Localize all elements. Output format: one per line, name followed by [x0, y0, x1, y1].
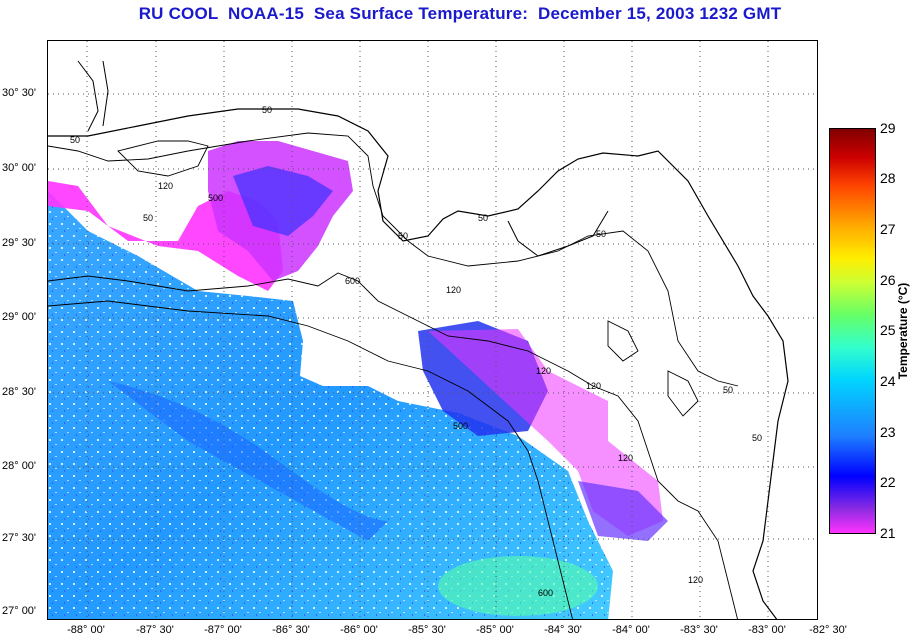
sst-cold-offshore-edge: [428, 329, 663, 536]
contour-label: 600: [345, 276, 360, 286]
contour-label: 120: [688, 575, 703, 585]
lat-label: 30° 00': [2, 162, 37, 174]
lat-label: 27° 00': [2, 605, 37, 617]
contour-label: 120: [618, 453, 633, 463]
lon-label: -87° 30': [136, 624, 174, 636]
sst-cold-bigbend-inner: [233, 166, 333, 236]
sst-warm-patch: [438, 556, 598, 616]
temperature-colorbar: [829, 128, 876, 534]
lat-label: 28° 30': [2, 386, 37, 398]
lat-label: 27° 30': [2, 532, 37, 544]
contour-label: 50: [143, 213, 153, 223]
contour-label: 50: [70, 135, 80, 145]
sst-blue-streak: [108, 381, 388, 541]
colorbar-tick: 25: [880, 322, 896, 338]
lon-label: -83° 30': [680, 624, 718, 636]
lon-label: -85° 30': [408, 624, 446, 636]
sst-speckle: [48, 191, 613, 619]
contour-label: 50: [596, 229, 606, 239]
lon-label: -86° 00': [340, 624, 378, 636]
colorbar-tick: 24: [880, 373, 896, 389]
coastline: [48, 108, 789, 619]
lat-label: 29° 30': [2, 237, 37, 249]
lat-label: 30° 30': [2, 87, 37, 99]
contour-label: 500: [453, 421, 468, 431]
lon-label: -88° 00': [67, 624, 105, 636]
lat-label: 28° 00': [2, 460, 37, 472]
colorbar-tick: 27: [880, 221, 896, 237]
contour-label: 50: [478, 213, 488, 223]
contour-label: 120: [446, 285, 461, 295]
contour-label: 50: [262, 105, 272, 115]
lon-label: -85° 00': [476, 624, 514, 636]
contour-label: 50: [752, 433, 762, 443]
coastline-detail: [77, 60, 609, 257]
contour-label: 120: [536, 366, 551, 376]
contour-label: 600: [538, 588, 553, 598]
sst-map: 50 50 120 500 50 600 120 50 50 50 120 12…: [47, 40, 818, 620]
lon-label: -84° 30': [544, 624, 582, 636]
lon-label: -83° 00': [748, 624, 786, 636]
colorbar-tick: 22: [880, 474, 896, 490]
contour-label: 120: [586, 381, 601, 391]
lon-label: -86° 30': [272, 624, 310, 636]
lon-label: -87° 00': [204, 624, 242, 636]
colorbar-tick: 21: [880, 525, 896, 541]
map-title: RU COOL NOAA-15 Sea Surface Temperature:…: [138, 4, 782, 23]
graticule: [48, 41, 817, 619]
contour-labels: 50 50 120 500 50 600 120 50 50 50 120 12…: [70, 105, 762, 598]
colorbar-tick: 26: [880, 272, 896, 288]
colorbar-label: Temperature (°C): [896, 282, 910, 380]
colorbar-tick: 28: [880, 170, 896, 186]
lon-label: -82° 30': [809, 624, 847, 636]
sst-cold-south: [578, 481, 668, 541]
contour-label: 50: [398, 231, 408, 241]
contour-label: 500: [208, 193, 223, 203]
lat-label: 29° 00': [2, 311, 37, 323]
lon-label: -84° 00': [612, 624, 650, 636]
contour-label: 50: [723, 385, 733, 395]
contour-label: 120: [158, 181, 173, 191]
colorbar-tick: 29: [880, 120, 896, 136]
isobaths: [48, 132, 739, 619]
colorbar-tick: 23: [880, 424, 896, 440]
